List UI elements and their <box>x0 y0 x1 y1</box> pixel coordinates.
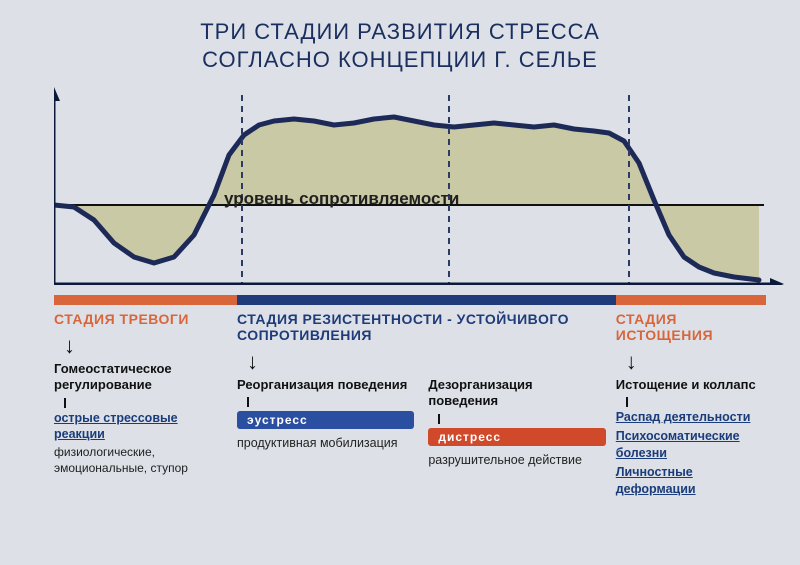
stage-column-2: СТАДИЯ РЕЗИСТЕНТНОСТИ - УСТОЙЧИВОГО СОПР… <box>237 311 616 500</box>
arrow-down-icon: ↓ <box>626 351 756 373</box>
stage-bar-seg-3 <box>616 295 766 305</box>
eustress-tag: эустресс <box>237 411 414 429</box>
sub-link: острые стрессовые реакции <box>54 410 227 444</box>
arrow-down-icon: ↓ <box>247 351 606 373</box>
sub-note: разрушительное действие <box>428 452 605 468</box>
sub-heading: Дезорганизация поведения <box>428 377 605 410</box>
sub-note: физиологические, эмоциональные, ступор <box>54 445 227 476</box>
sub-note: продуктивная мобилизация <box>237 435 414 451</box>
stage-title: СТАДИЯ ТРЕВОГИ <box>54 311 227 327</box>
diagram-page: ТРИ СТАДИИ РАЗВИТИЯ СТРЕССА СОГЛАСНО КОН… <box>0 0 800 565</box>
arrow-down-icon: ↓ <box>64 335 227 357</box>
sub-link: Распад деятельности <box>616 409 756 426</box>
stage-title: СТАДИЯ ИСТОЩЕНИЯ <box>616 311 756 343</box>
sub-link: Личностные деформации <box>616 464 756 498</box>
stages-row: СТАДИЯ ТРЕВОГИ ↓ Гомеостатическое регулиро… <box>54 311 766 500</box>
connector-dash <box>438 414 605 424</box>
stage-column-1: СТАДИЯ ТРЕВОГИ ↓ Гомеостатическое регулиро… <box>54 311 237 500</box>
sub-heading: Гомеостатическое регулирование <box>54 361 227 394</box>
distress-tag: дистресс <box>428 428 605 446</box>
connector-dash <box>64 398 227 408</box>
connector-dash <box>247 397 414 407</box>
stage-timeline-bar <box>54 295 766 305</box>
resistance-level-label: уровень сопротивляемости <box>224 189 459 209</box>
sub-link: Психосоматические болезни <box>616 428 756 462</box>
title-line-1: ТРИ СТАДИИ РАЗВИТИЯ СТРЕССА <box>200 19 600 44</box>
stage-split-row: Реорганизация поведения эустресс продуктив… <box>237 377 606 468</box>
page-title: ТРИ СТАДИИ РАЗВИТИЯ СТРЕССА СОГЛАСНО КОН… <box>24 18 776 73</box>
title-line-2: СОГЛАСНО КОНЦЕПЦИИ Г. СЕЛЬЕ <box>202 47 598 72</box>
sub-heading: Истощение и коллапс <box>616 377 756 393</box>
stage-column-3: СТАДИЯ ИСТОЩЕНИЯ ↓ Истощение и коллапс Расп… <box>616 311 766 500</box>
sub-heading: Реорганизация поведения <box>237 377 414 393</box>
stress-curve-chart <box>54 85 784 285</box>
chart-area: уровень сопротивляемости <box>54 85 766 295</box>
connector-dash <box>626 397 756 407</box>
stage-bar-seg-2 <box>237 295 616 305</box>
stage-bar-seg-1 <box>54 295 237 305</box>
stage-subcolumn: Реорганизация поведения эустресс продуктив… <box>237 377 414 468</box>
stage-subcolumn: Дезорганизация поведения дистресс разрушит… <box>428 377 605 468</box>
stage-title: СТАДИЯ РЕЗИСТЕНТНОСТИ - УСТОЙЧИВОГО СОПР… <box>237 311 606 343</box>
